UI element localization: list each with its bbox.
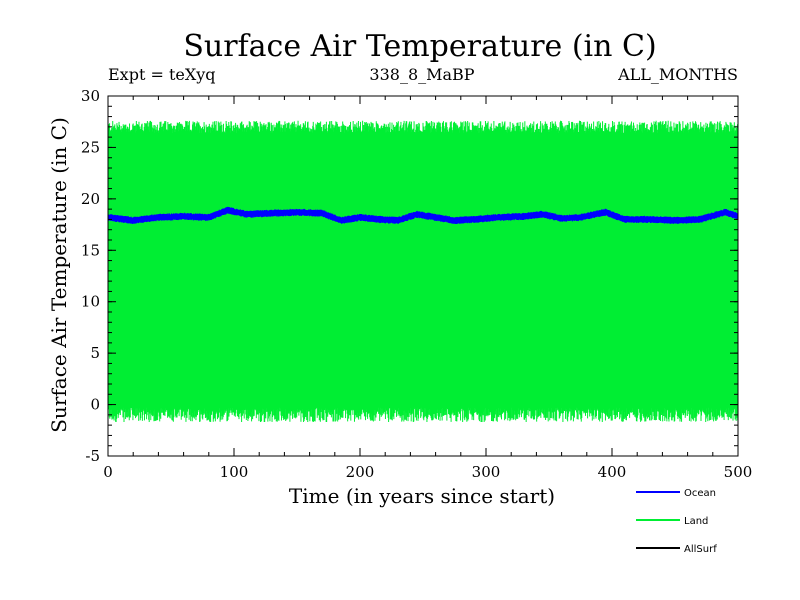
x-axis-label: Time (in years since start) (289, 484, 555, 508)
chart-title: Surface Air Temperature (in C) (183, 29, 656, 64)
y-tick-label: -5 (85, 447, 100, 465)
x-tick-label: 500 (724, 463, 753, 481)
legend-label-land: Land (684, 516, 708, 527)
legend-label-allsurf: AllSurf (684, 544, 717, 555)
x-tick-label: 0 (103, 463, 113, 481)
subtitle-months: ALL_MONTHS (617, 65, 738, 84)
y-tick-label: 20 (81, 190, 100, 208)
y-axis-label: Surface Air Temperature (in C) (47, 117, 71, 433)
y-tick-label: 5 (90, 344, 100, 362)
x-tick-label: 300 (472, 463, 501, 481)
x-tick-label: 100 (220, 463, 249, 481)
y-tick-label: 10 (81, 293, 100, 311)
subtitle-period: 338_8_MaBP (369, 65, 474, 84)
x-tick-label: 200 (346, 463, 375, 481)
x-tick-label: 400 (598, 463, 627, 481)
y-tick-label: 0 (90, 396, 100, 414)
y-tick-label: 15 (81, 241, 100, 259)
y-tick-label: 25 (81, 138, 100, 156)
plot-frame (107, 95, 739, 457)
legend: Ocean Land AllSurf (636, 488, 717, 555)
plot-area (107, 120, 739, 423)
subtitle-experiment: Expt = teXyq (108, 65, 216, 84)
legend-label-ocean: Ocean (684, 488, 716, 499)
y-tick-label: 30 (81, 87, 100, 105)
series-ocean-line (107, 206, 739, 224)
series-land-line (107, 120, 739, 423)
